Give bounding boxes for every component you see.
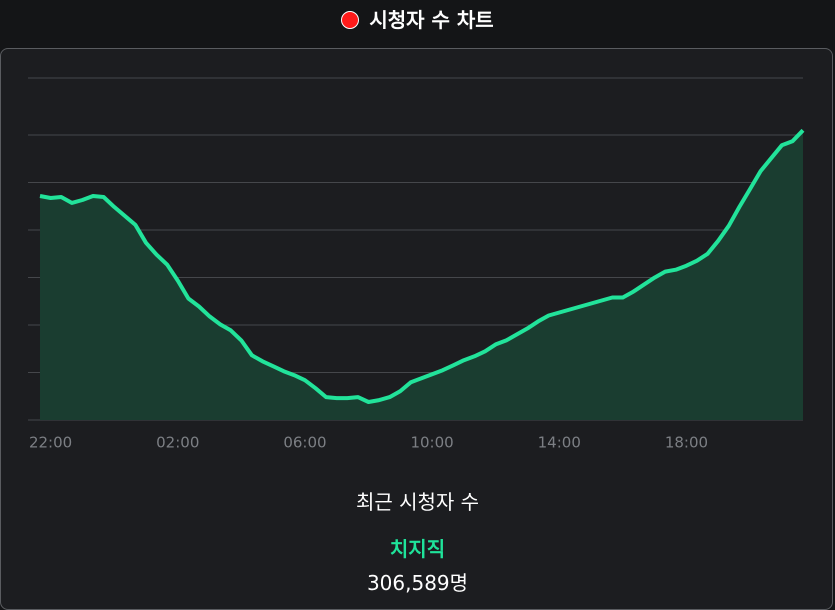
x-tick-label: 14:00: [538, 434, 581, 452]
x-tick-label: 06:00: [283, 434, 326, 452]
x-tick-label: 02:00: [156, 434, 199, 452]
x-tick-label: 22:00: [29, 434, 72, 452]
header: 시청자 수 차트: [0, 6, 835, 34]
area: [40, 130, 803, 421]
chart-title: 시청자 수 차트: [369, 8, 494, 32]
summary-label: 최근 시청자 수: [355, 490, 480, 514]
viewer-count: 306,589명: [366, 571, 469, 595]
x-tick-label: 10:00: [410, 434, 453, 452]
line: [39, 128, 805, 404]
chart: 22:00 02:00 06:00 10:00 14:00 18:00: [28, 77, 805, 452]
x-tick-label: 18:00: [665, 434, 708, 452]
channel-name: 치지직: [389, 537, 446, 561]
live-dot: [341, 11, 360, 29]
